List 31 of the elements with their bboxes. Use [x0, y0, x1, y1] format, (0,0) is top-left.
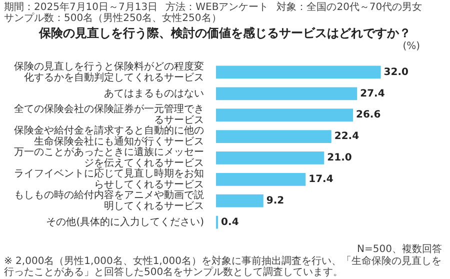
y-tick-label: 全ての保険会社の保険証券が一元管理できるサービス — [14, 103, 204, 126]
y-tick-label: ライフイベントに応じて見直し時期をお知らせしてくれるサービス — [14, 168, 204, 190]
y-tick-label: あてはまるものはない — [104, 88, 204, 100]
text: サンプル数：500名（男性250名、女性250名） — [4, 13, 222, 24]
y-tick-label: もしもの時の給付内容をアニメや動画で説明してくれるサービス — [14, 188, 204, 212]
data-label: 22.4 — [334, 131, 360, 142]
text: 期間：2025年7月10日～7月13日 — [4, 2, 158, 13]
y-tick-label: 万一のことがあったときに遺族にメッセージを伝えてくれるサービス — [14, 146, 204, 170]
y-tick-label: その他(具体的に入力してください) — [46, 216, 204, 228]
data-label: 26.6 — [356, 110, 381, 121]
data-label: 0.4 — [221, 216, 239, 228]
text: 対象：全国の20代～70代の男女 — [276, 2, 422, 13]
bar — [216, 172, 306, 186]
bar — [216, 194, 264, 208]
data-label: 27.4 — [360, 88, 385, 100]
bar — [216, 87, 358, 100]
bar — [216, 130, 332, 143]
text: N=500、複数回答 — [356, 244, 443, 255]
bar — [216, 66, 381, 79]
y-tick-label: 保険金や給付金を請求すると自動的に他の生命保険会社にも通知が行くサービス — [14, 124, 204, 148]
data-label: 21.0 — [327, 152, 352, 164]
text: 方法：WEBアンケート — [166, 2, 269, 13]
text: ※ 2,000名（男性1,000名、女性1,000名）を対象に事前抽出調査を行い、「生命保険の見直しを行ったことがある」と回答した500名をサンプル数として調査しています。 — [3, 255, 442, 279]
bar — [216, 152, 324, 164]
text: (%) — [402, 41, 421, 52]
bar — [216, 108, 353, 122]
data-label: 9.2 — [266, 195, 284, 206]
chart-title: 保険の見直しを行う際、検討の価値を感じるサービスはどれですか？ — [38, 25, 412, 41]
data-label: 32.0 — [384, 66, 409, 78]
data-label: 17.4 — [308, 174, 334, 185]
y-tick-label: 保険の見直しを行うと保険料がどの程度変化するかを自動判定してくれるサービス — [14, 60, 204, 84]
